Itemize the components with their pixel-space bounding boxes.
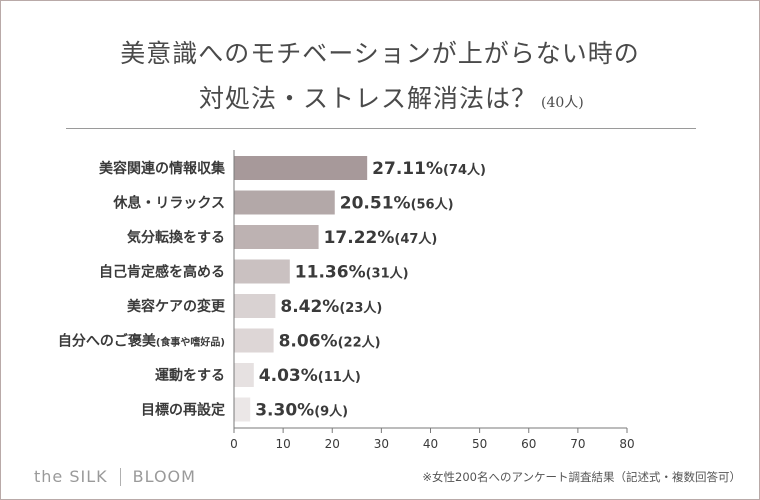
- brand-name-right: BLOOM: [132, 467, 196, 486]
- bar: [234, 259, 290, 284]
- bar: [234, 190, 335, 215]
- x-tick-label: 80: [619, 437, 634, 451]
- category-label: 自己肯定感を高める: [99, 264, 225, 281]
- data-label-count: (23人): [339, 300, 382, 316]
- chart-title-line1: 美意識へのモチベーションが上がらない時の: [120, 39, 640, 68]
- data-label: 4.03%(11人): [259, 366, 361, 386]
- brand-logo: the SILK BLOOM: [34, 467, 196, 486]
- data-label-percent: 3.30%: [255, 401, 314, 421]
- x-tick-label: 30: [374, 437, 389, 451]
- bar-chart: 美容関連の情報収集 27.11%(74人) 休息・リラックス 20.51%(56人) 気…: [58, 150, 635, 451]
- category-label-text: 気分転換をする: [127, 229, 225, 246]
- survey-footnote: ※女性200名へのアンケート調査結果（記述式・複数回答可）: [422, 470, 741, 484]
- category-label: 美容ケアの変更: [127, 298, 226, 315]
- data-label-count: (11人): [318, 369, 361, 385]
- data-label-percent: 27.11%: [372, 159, 443, 179]
- x-tick-label: 10: [275, 437, 290, 451]
- category-label-text: 美容関連の情報収集: [99, 160, 226, 177]
- data-label: 20.51%(56人): [340, 194, 454, 214]
- x-tick-label: 50: [472, 437, 487, 451]
- category-label: 運動をする: [155, 367, 225, 384]
- category-label-text: 目標の再設定: [141, 402, 225, 419]
- data-label: 3.30%(9人): [255, 401, 348, 421]
- x-tick-label: 60: [521, 437, 536, 451]
- chart-title-text: 対処法・ストレス解消法は？: [199, 84, 538, 113]
- x-tick-label: 40: [423, 437, 438, 451]
- bar: [234, 328, 274, 353]
- x-tick-label: 70: [570, 437, 585, 451]
- data-label-count: (47人): [394, 231, 437, 247]
- category-label: 目標の再設定: [141, 402, 225, 419]
- title-divider: [66, 128, 696, 129]
- category-note: (食事や嗜好品): [156, 336, 225, 349]
- data-label-percent: 8.42%: [280, 297, 339, 317]
- data-label: 11.36%(31人): [295, 263, 409, 283]
- data-label-percent: 17.22%: [324, 228, 395, 248]
- data-label-percent: 4.03%: [259, 366, 318, 386]
- bar: [234, 225, 319, 249]
- data-label: 27.11%(74人): [372, 159, 486, 179]
- category-label: 自分へのご褒美(食事や嗜好品): [58, 333, 225, 350]
- data-label-percent: 11.36%: [295, 263, 366, 283]
- category-label: 美容関連の情報収集: [99, 160, 226, 177]
- data-label-count: (74人): [443, 162, 486, 178]
- bar: [234, 294, 276, 318]
- bar: [234, 363, 254, 387]
- chart-title-line2: 対処法・ストレス解消法は？ (40人): [199, 79, 584, 115]
- data-label: 8.06%(22人): [279, 332, 381, 352]
- data-label-percent: 8.06%: [279, 332, 338, 352]
- brand-name-left: the SILK: [34, 467, 108, 486]
- data-label: 8.42%(23人): [280, 297, 382, 317]
- data-label-count: (31人): [366, 266, 409, 282]
- category-label-text: 自分へのご褒美: [58, 333, 157, 350]
- data-label-count: (22人): [338, 335, 381, 351]
- x-tick-label: 20: [325, 437, 340, 451]
- category-label-text: 自己肯定感を高める: [99, 264, 225, 281]
- data-label: 17.22%(47人): [324, 228, 438, 248]
- data-label-count: (56人): [411, 197, 454, 213]
- category-label: 休息・リラックス: [112, 195, 225, 212]
- category-label-text: 休息・リラックス: [112, 195, 225, 212]
- category-label-text: 運動をする: [155, 367, 225, 384]
- brand-separator: [119, 468, 121, 486]
- data-label-percent: 20.51%: [340, 194, 411, 214]
- data-label-count: (9人): [314, 404, 348, 420]
- bar: [234, 156, 368, 180]
- bar: [234, 397, 251, 422]
- respondent-count: (40人): [541, 95, 584, 111]
- category-label-text: 美容ケアの変更: [127, 298, 226, 315]
- category-label: 気分転換をする: [127, 229, 225, 246]
- x-tick-label: 0: [230, 437, 238, 451]
